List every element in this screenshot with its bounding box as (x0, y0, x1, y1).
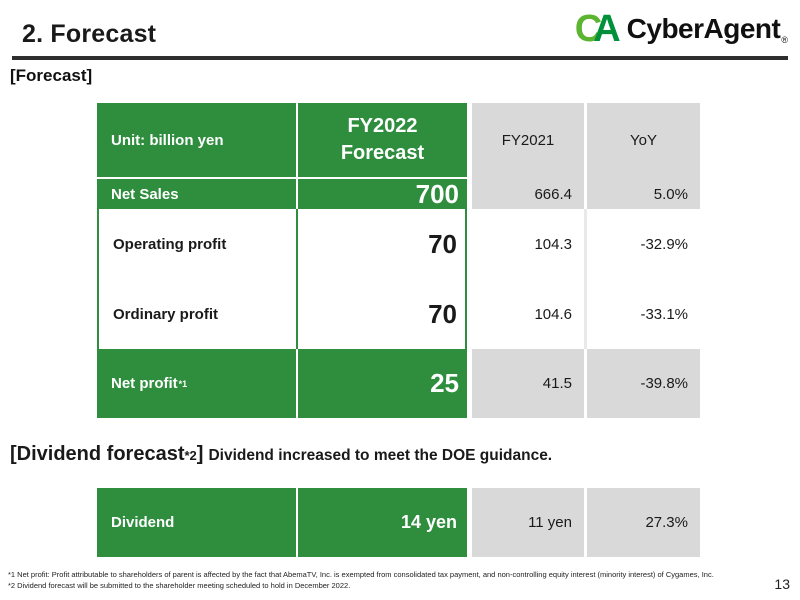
net-profit-yoy-value: -39.8% (587, 349, 700, 418)
ordinary-profit-forecast-value: 70 (298, 279, 467, 349)
net-sales-yoy-value: 5.0% (587, 179, 700, 209)
table-divider (587, 177, 700, 179)
ordinary-profit-label: Ordinary profit (97, 279, 296, 349)
net-sales-fy2021-value: 666.4 (472, 179, 584, 209)
dividend-footnote-marker: *2 (184, 448, 197, 463)
ordinary-profit-fy2021-value: 104.6 (472, 279, 584, 349)
header-fy2021-cell: FY2021 (472, 103, 584, 177)
dividend-section-label: [Dividend forecast*2] Dividend increased … (10, 443, 552, 466)
forecast-section-label: [Forecast] (10, 66, 93, 85)
net-profit-forecast-value: 25 (298, 349, 467, 418)
dividend-label: Dividend (97, 488, 296, 557)
cyberagent-logo: C A CyberAgent ® (575, 10, 788, 48)
dividend-table: Dividend 14 yen 11 yen 27.3% (97, 488, 700, 557)
net-profit-fy2021-value: 41.5 (472, 349, 584, 418)
dividend-forecast-value: 14 yen (298, 488, 467, 557)
dividend-description: Dividend increased to meet the DOE guida… (208, 447, 553, 464)
dividend-label-close: ] (196, 443, 204, 465)
footnote-2: *2 Dividend forecast will be submitted t… (8, 580, 351, 590)
table-divider (296, 209, 298, 349)
logo-ca-mark-a: A (593, 8, 621, 50)
net-sales-label: Net Sales (97, 179, 296, 209)
dividend-fy2021-value: 11 yen (472, 488, 584, 557)
operating-profit-forecast-value: 70 (298, 209, 467, 279)
operating-profit-fy2021-value: 104.3 (472, 209, 584, 279)
header-yoy-cell: YoY (587, 103, 700, 177)
table-divider (584, 209, 587, 349)
footnote-1: *1 Net profit: Profit attributable to sh… (8, 570, 714, 579)
forecast-table: Unit: billion yen FY2022 Forecast FY2021… (97, 103, 700, 418)
ordinary-profit-yoy-value: -33.1% (587, 279, 700, 349)
table-divider (472, 177, 584, 179)
net-profit-footnote-marker: *1 (178, 378, 188, 389)
page-number: 13 (774, 576, 790, 592)
registered-trademark-icon: ® (781, 35, 788, 45)
header-unit-cell: Unit: billion yen (97, 103, 296, 177)
footnotes: *1 Net profit: Profit attributable to sh… (8, 570, 714, 592)
operating-profit-label: Operating profit (97, 209, 296, 279)
net-profit-label: Net profit *1 (97, 349, 296, 418)
logo-ca-mark-c: C (574, 8, 603, 50)
page-title: 2. Forecast (22, 20, 157, 48)
header-fy2022-line2: Forecast (340, 142, 425, 164)
logo-wordmark: CyberAgent (626, 13, 781, 44)
header-fy2022-line1: FY2022 (347, 115, 418, 137)
header-fy2022-forecast-cell: FY2022 Forecast (298, 103, 467, 177)
net-profit-label-text: Net profit (111, 375, 178, 392)
operating-profit-yoy-value: -32.9% (587, 209, 700, 279)
dividend-yoy-value: 27.3% (587, 488, 700, 557)
net-sales-forecast-value: 700 (298, 179, 467, 209)
title-underline (12, 56, 788, 60)
dividend-label-open: [Dividend forecast (10, 443, 185, 465)
